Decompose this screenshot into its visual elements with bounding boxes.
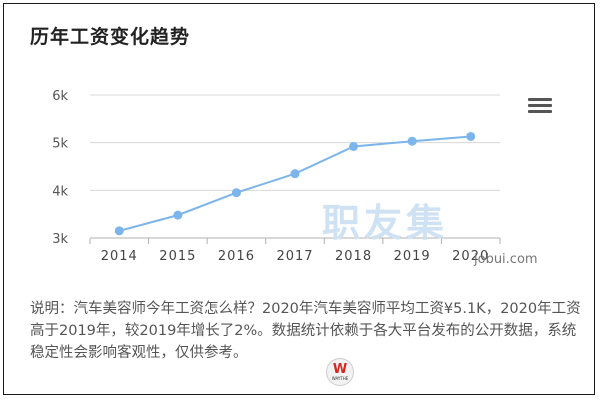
x-tick-label: 2017 <box>276 249 313 264</box>
data-point <box>114 226 124 236</box>
badge-caption: WAYTHE <box>331 375 349 381</box>
x-tick-label: 2014 <box>101 249 138 264</box>
x-tick-label: 2019 <box>394 249 431 264</box>
description-text: 说明：汽车美容师今年工资怎么样？2020年汽车美容师平均工资¥5.1K，2020… <box>30 301 581 361</box>
data-point <box>407 136 417 146</box>
data-point <box>349 141 359 151</box>
y-tick-label: 6k <box>52 89 68 104</box>
x-tick-label: 2020 <box>452 249 489 264</box>
line-chart: 3k 4k 5k 6k 2014 2015 2016 2017 2018 2019 2020 <box>52 89 501 264</box>
y-tick-label: 3k <box>52 232 68 247</box>
card-frame <box>3 3 595 395</box>
y-tick-label: 4k <box>52 184 68 199</box>
badge-logo: W WAYTHE <box>326 358 354 386</box>
badge-letter: W <box>332 361 348 377</box>
data-point <box>290 169 300 179</box>
x-tick-label: 2015 <box>159 249 196 264</box>
data-point <box>173 210 183 220</box>
x-tick-label: 2018 <box>335 249 372 264</box>
watermark-url: jobui.com <box>474 252 538 267</box>
x-tick-label: 2016 <box>218 249 255 264</box>
watermark-text: 职友集 <box>322 201 449 245</box>
data-point <box>231 188 241 198</box>
data-point <box>466 131 476 141</box>
hamburger-menu-icon[interactable] <box>528 98 552 114</box>
chart-title: 历年工资变化趋势 <box>30 26 191 48</box>
y-tick-label: 5k <box>52 137 68 152</box>
